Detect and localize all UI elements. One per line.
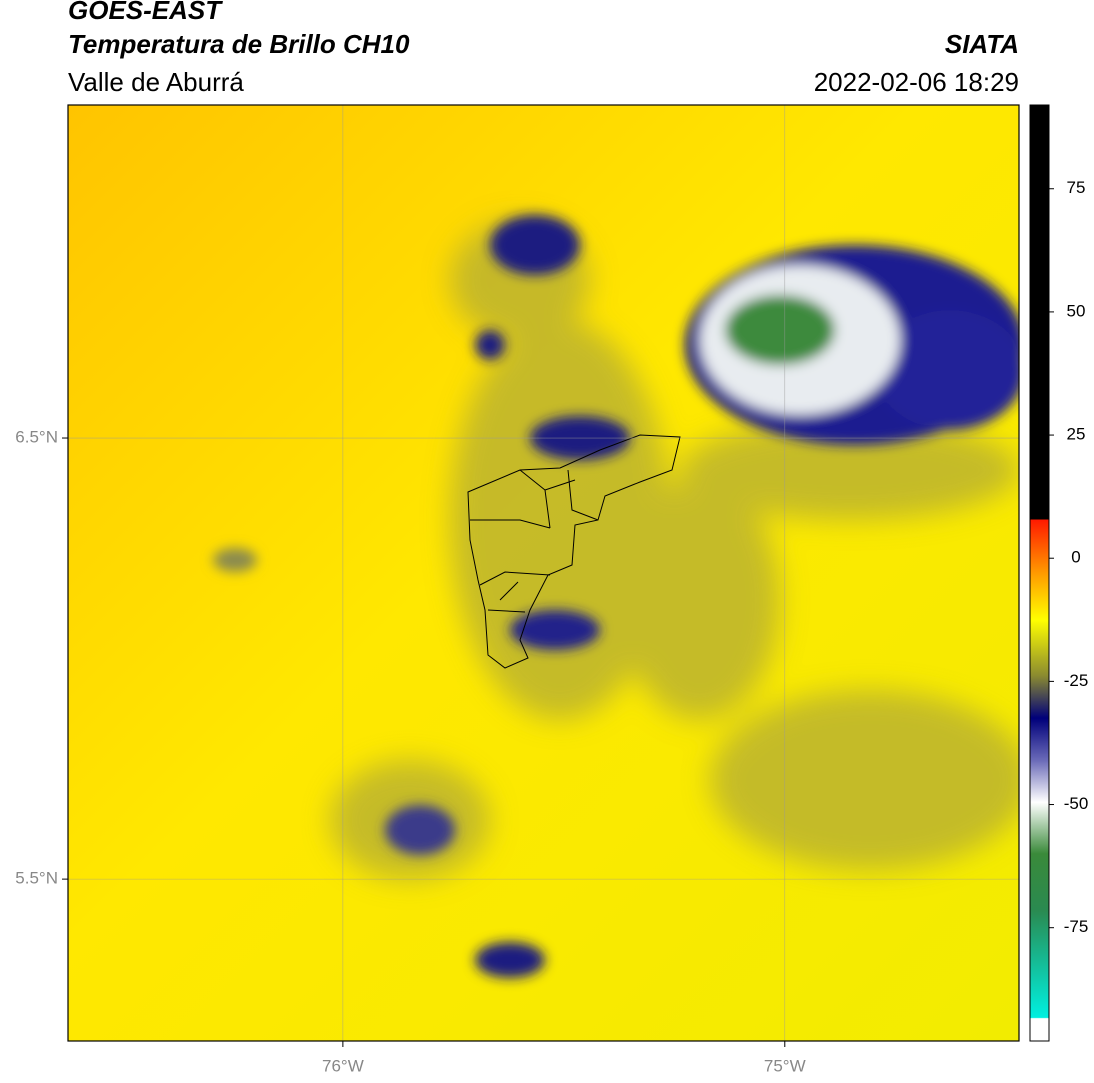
colorbar-tick-label: -50	[1064, 794, 1089, 813]
municipality-borders	[467, 434, 681, 669]
colorbar-tick-label: 0	[1071, 548, 1080, 567]
colorbar-tick-label: 75	[1067, 178, 1086, 197]
x-tick-label: 75°W	[764, 1056, 806, 1075]
graticule: 76°W 75°W 6.5°N 5.5°N	[15, 105, 1019, 1075]
colorbar-tick-label: 25	[1067, 425, 1086, 444]
y-tick-label: 6.5°N	[15, 428, 58, 447]
colorbar	[1029, 104, 1050, 1042]
colorbar-tick-label: -25	[1064, 671, 1089, 690]
agency-label: SIATA	[945, 29, 1019, 59]
colorbar-tick-label: 50	[1067, 301, 1086, 320]
satellite-title: GOES-EAST	[68, 0, 223, 25]
map-frame	[67, 104, 1020, 1042]
colorbar-ticks: 75 50 25 0 -25 -50 -75	[1049, 178, 1088, 936]
datetime-label: 2022-02-06 18:29	[814, 67, 1019, 97]
x-tick-label: 76°W	[322, 1056, 364, 1075]
colorbar-tick-label: -75	[1064, 917, 1089, 936]
satellite-image	[68, 105, 1019, 1041]
y-tick-label: 5.5°N	[15, 869, 58, 888]
product-title: Temperatura de Brillo CH10	[68, 29, 410, 59]
region-subtitle: Valle de Aburrá	[68, 67, 244, 97]
